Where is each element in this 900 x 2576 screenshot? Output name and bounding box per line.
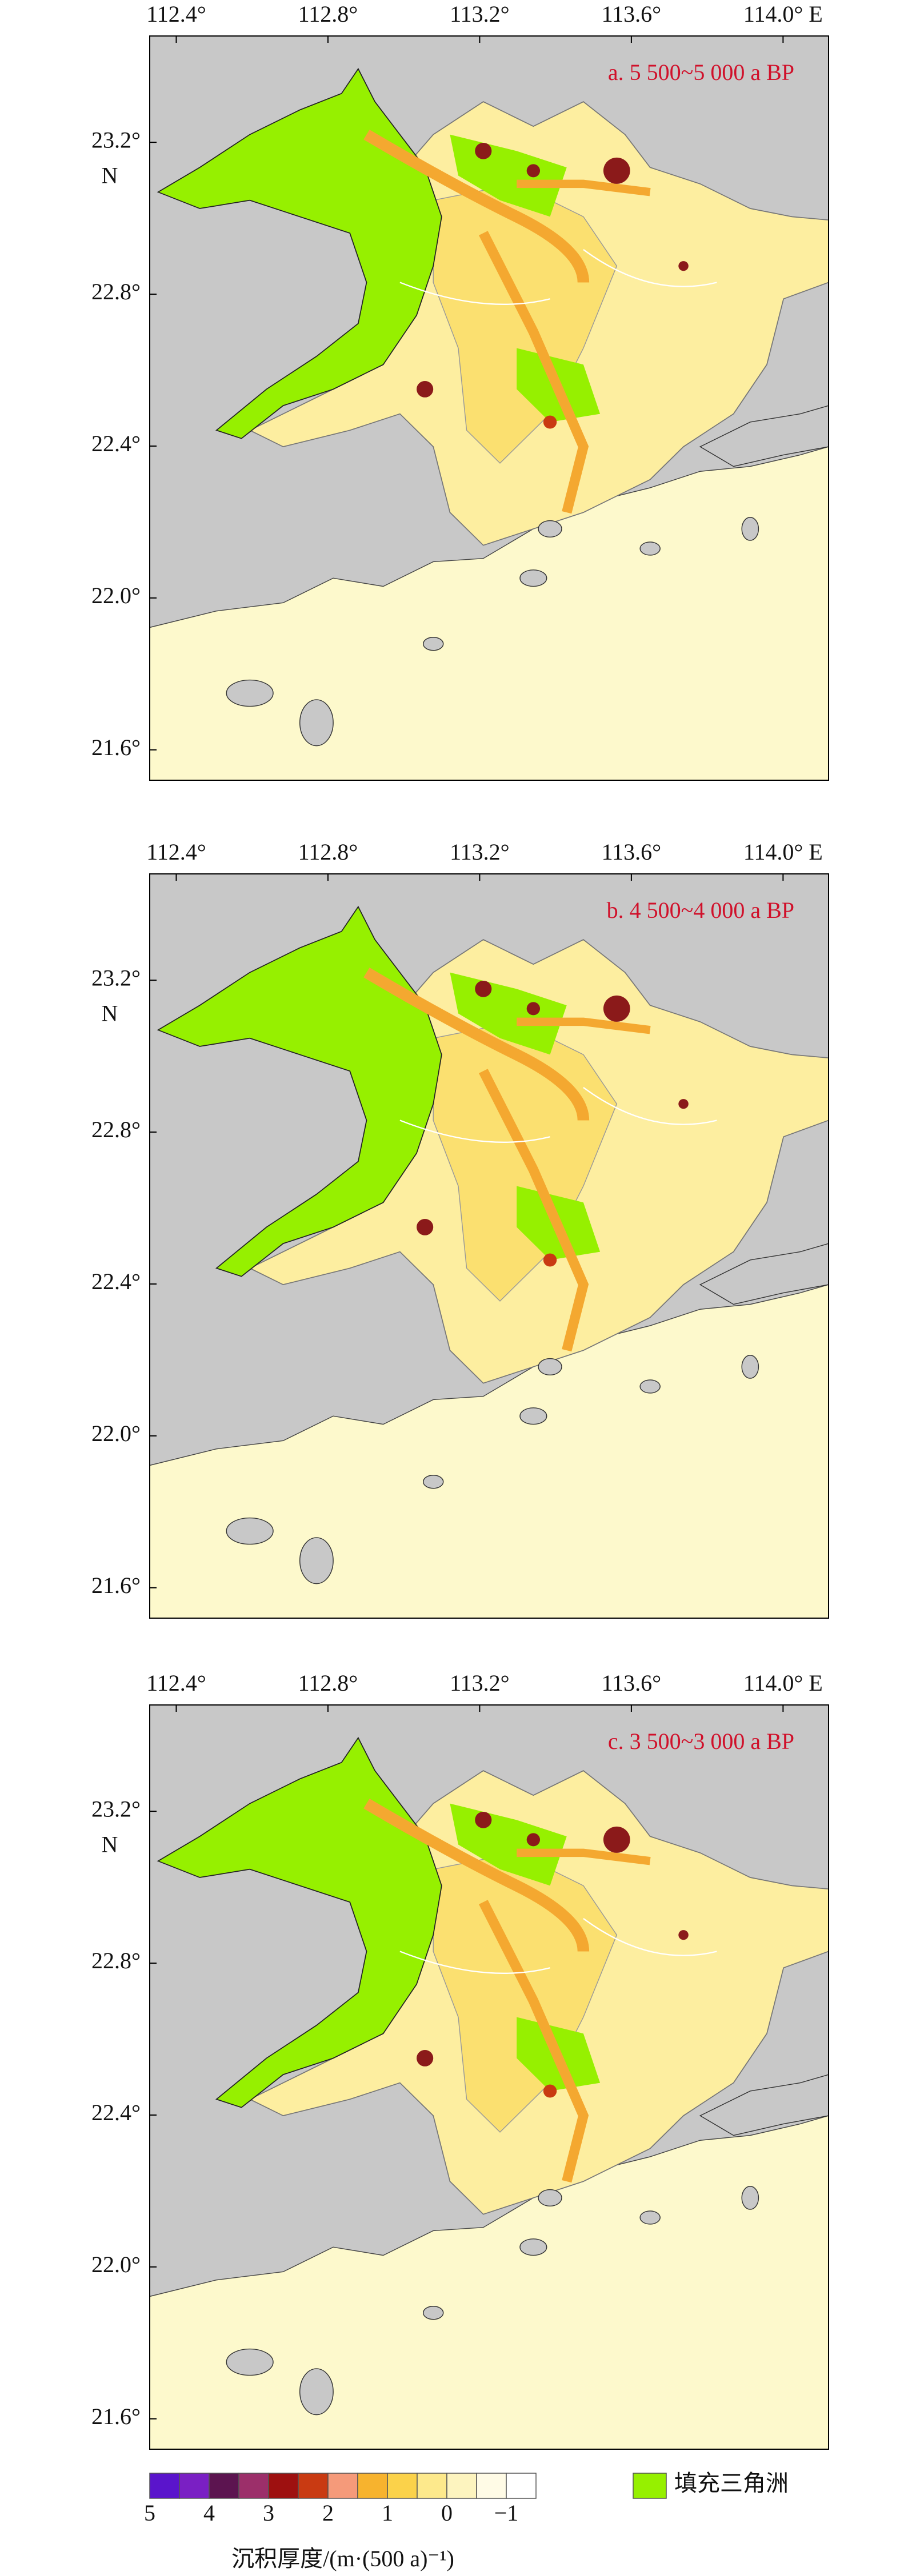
map [150,1705,829,2449]
y-unit: N [102,1000,118,1026]
colorbar-swatch [209,2473,239,2499]
x-tick-label: 114.0° E [743,1,823,27]
colorbar-swatch [506,2473,537,2499]
x-tick-label: 113.6° [602,1,662,27]
y-tick-label: 21.6° [91,1572,141,1598]
delta-label: 填充三角洲 [674,2470,789,2496]
colorbar-label: 2 [322,2500,334,2526]
y-tick-label: 23.2° [91,1796,141,1821]
map-frame [149,35,829,781]
colorbar-label: 3 [263,2500,274,2526]
y-tick-label: 22.0° [91,1421,141,1446]
x-tick-label: 113.6° [602,839,662,865]
x-tick-label: 112.8° [298,1,358,27]
colorbar-swatch [357,2473,388,2499]
colorbar-label: 1 [382,2500,393,2526]
colorbar-swatch [327,2473,358,2499]
map [150,874,829,1618]
y-tick-label: 22.4° [91,2100,141,2125]
y-tick-label: 22.8° [91,279,141,304]
x-tick-label: 113.2° [450,1670,510,1696]
colorbar-label: −1 [494,2500,519,2526]
y-tick-label: 21.6° [91,735,141,760]
x-tick-label: 113.2° [450,1,510,27]
x-tick-label: 112.4° [146,1,206,27]
colorbar-label: 4 [203,2500,215,2526]
delta-swatch [633,2473,667,2499]
colorbar-swatch [417,2473,447,2499]
map-frame [149,873,829,1619]
x-tick-label: 112.8° [298,1670,358,1696]
colorbar-swatch [238,2473,269,2499]
panel-title: c. 3 500~3 000 a BP [608,1728,794,1754]
y-tick-label: 22.8° [91,1117,141,1142]
y-tick-label: 22.0° [91,583,141,608]
x-tick-label: 112.4° [146,839,206,865]
x-tick-label: 113.2° [450,839,510,865]
map [150,36,829,780]
map-frame [149,1704,829,2450]
y-tick-label: 22.4° [91,1269,141,1294]
colorbar-label: 5 [144,2500,155,2526]
colorbar-label: 0 [441,2500,453,2526]
panel-title: b. 4 500~4 000 a BP [607,897,794,923]
x-tick-label: 112.8° [298,839,358,865]
colorbar-swatch [446,2473,477,2499]
y-unit: N [102,1831,118,1857]
y-tick-label: 22.4° [91,431,141,456]
colorbar-swatch [387,2473,418,2499]
y-tick-label: 23.2° [91,965,141,990]
colorbar-swatch [476,2473,507,2499]
y-tick-label: 22.0° [91,2252,141,2277]
y-unit: N [102,162,118,188]
y-tick-label: 21.6° [91,2404,141,2429]
y-tick-label: 22.8° [91,1948,141,1973]
colorbar-swatch [298,2473,329,2499]
colorbar-swatch [268,2473,299,2499]
colorbar-swatch [179,2473,210,2499]
panel-title: a. 5 500~5 000 a BP [608,59,794,85]
x-tick-label: 112.4° [146,1670,206,1696]
x-tick-label: 113.6° [602,1670,662,1696]
colorbar-title: 沉积厚度/(m·(500 a)⁻¹) [231,2546,454,2571]
x-tick-label: 114.0° E [743,1670,823,1696]
y-tick-label: 23.2° [91,127,141,153]
colorbar-swatch [149,2473,180,2499]
x-tick-label: 114.0° E [743,839,823,865]
